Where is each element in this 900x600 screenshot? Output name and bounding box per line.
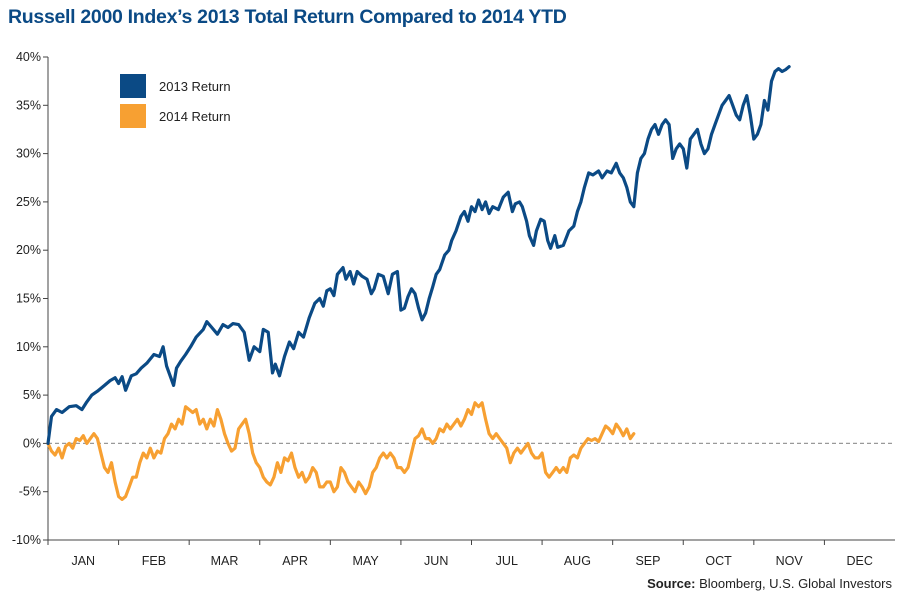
y-tick-label: 30% bbox=[16, 147, 41, 161]
legend-label: 2014 Return bbox=[159, 109, 231, 124]
y-tick-label: 5% bbox=[23, 388, 41, 402]
y-tick-label: -10% bbox=[12, 533, 41, 547]
axes-group bbox=[47, 57, 895, 541]
x-tick-label: APR bbox=[282, 554, 308, 568]
chart-title: Russell 2000 Index’s 2013 Total Return C… bbox=[8, 6, 567, 28]
x-tick-label: SEP bbox=[635, 554, 660, 568]
source-label: Source: bbox=[647, 576, 696, 591]
x-tick-labels: JAN FEB MAR APR MAY JUN JUL AUG SEP OCT NOV DEC bbox=[47, 540, 873, 568]
y-tick-label: -5% bbox=[19, 485, 41, 499]
source-note: Source: Bloomberg, U.S. Global Investors bbox=[647, 576, 892, 591]
y-tick-label: 25% bbox=[16, 195, 41, 209]
x-tick-label: JUN bbox=[424, 554, 448, 568]
y-tick-label: 10% bbox=[16, 340, 41, 354]
x-tick-label: DEC bbox=[847, 554, 873, 568]
x-tick-label: FEB bbox=[142, 554, 166, 568]
x-tick-label: MAY bbox=[353, 554, 380, 568]
source-text: Bloomberg, U.S. Global Investors bbox=[695, 576, 892, 591]
legend-label: 2013 Return bbox=[159, 79, 231, 94]
legend-swatch bbox=[120, 104, 146, 128]
y-tick-label: 15% bbox=[16, 292, 41, 306]
legend-swatch bbox=[120, 74, 146, 98]
series-line-2013-return bbox=[46, 65, 791, 445]
y-tick-labels: -10% -5% 0% 5% 10% 15% 20% 25% 30% 35% 40% bbox=[12, 50, 48, 547]
x-tick-label: MAR bbox=[211, 554, 239, 568]
series-line-2014-return bbox=[46, 401, 636, 501]
x-tick-label: OCT bbox=[705, 554, 732, 568]
x-tick-label: JAN bbox=[71, 554, 95, 568]
x-tick-label: AUG bbox=[564, 554, 591, 568]
x-tick-label: NOV bbox=[776, 554, 804, 568]
x-tick-label: JUL bbox=[496, 554, 518, 568]
series-lines bbox=[46, 65, 791, 501]
legend: 2013 Return 2014 Return bbox=[120, 74, 231, 128]
y-tick-label: 0% bbox=[23, 436, 41, 450]
y-tick-label: 40% bbox=[16, 50, 41, 64]
y-tick-label: 20% bbox=[16, 243, 41, 257]
y-tick-label: 35% bbox=[16, 98, 41, 112]
